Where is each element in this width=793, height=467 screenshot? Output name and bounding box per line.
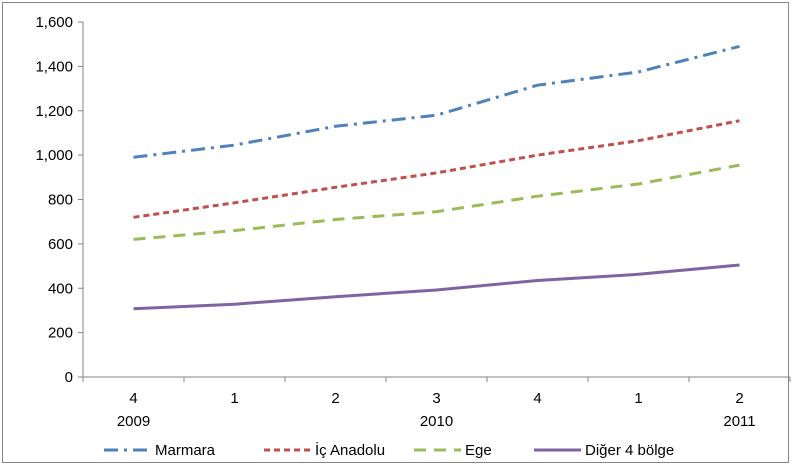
x-tick-label: 4 bbox=[533, 390, 541, 407]
y-tick-label: 400 bbox=[48, 280, 73, 297]
y-axis: 0 200 400 600 800 1,000 1,200 1,400 1,600 bbox=[35, 14, 84, 386]
x-tick-label: 2 bbox=[735, 390, 743, 407]
legend-label-2: Ege bbox=[465, 442, 492, 459]
x-tick-label: 3 bbox=[432, 390, 440, 407]
y-tick-label: 1,600 bbox=[35, 14, 73, 31]
x-axis: 4 1 2 3 4 1 2 2009 2010 2011 bbox=[82, 376, 791, 430]
legend-label-0: Marmara bbox=[155, 442, 216, 459]
x-year-label: 2010 bbox=[420, 413, 453, 430]
x-tick-label: 4 bbox=[129, 390, 137, 407]
chart-frame bbox=[2, 2, 789, 463]
series-line-3 bbox=[133, 263, 740, 311]
series-line-1 bbox=[133, 119, 740, 219]
x-year-label: 2009 bbox=[117, 413, 150, 430]
y-tick-label: 200 bbox=[48, 325, 73, 342]
y-tick-label: 800 bbox=[48, 192, 73, 209]
y-tick-label: 1,000 bbox=[35, 147, 73, 164]
legend-label-3: Diğer 4 bölge bbox=[585, 442, 674, 459]
y-tick-label: 0 bbox=[65, 369, 73, 386]
x-tick-label: 1 bbox=[634, 390, 642, 407]
x-tick-label: 2 bbox=[331, 390, 339, 407]
legend: Marmara İç Anadolu Ege Diğer 4 bölge bbox=[104, 441, 674, 459]
series-line-2 bbox=[133, 163, 740, 241]
x-year-label: 2011 bbox=[723, 413, 755, 430]
series-line-0 bbox=[133, 44, 740, 159]
y-tick-label: 1,200 bbox=[35, 103, 73, 120]
y-tick-label: 1,400 bbox=[35, 58, 73, 75]
legend-label-1: İç Anadolu bbox=[315, 441, 385, 459]
series-lines bbox=[133, 44, 740, 311]
y-tick-label: 600 bbox=[48, 236, 73, 253]
x-tick-label: 1 bbox=[230, 390, 238, 407]
